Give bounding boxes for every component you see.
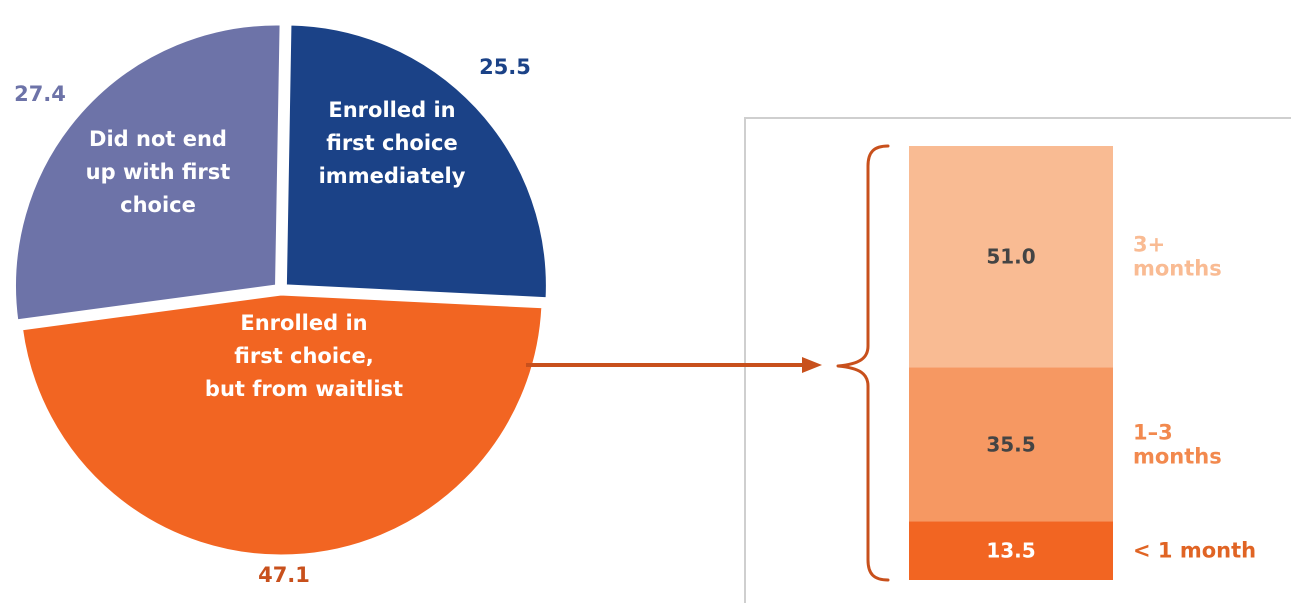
arrow-head	[802, 357, 822, 373]
pie-slice-label-line: Enrolled in	[328, 98, 455, 122]
pie-slice-label-line: choice	[120, 193, 196, 217]
bar-category-label: < 1 month	[1133, 539, 1256, 563]
curly-bracket	[836, 144, 890, 582]
pie-slice-label: Did not end up with first choice	[86, 127, 231, 217]
bar-category-label-line: months	[1133, 257, 1222, 281]
bar-category-label-line: 1–3	[1133, 420, 1173, 444]
pie-slice-label-line: immediately	[319, 164, 466, 188]
pie-slice-label-line: but from waitlist	[205, 377, 403, 401]
bar-value-label: 35.5	[986, 432, 1035, 456]
pie-slice-label-line: first choice	[326, 131, 458, 155]
pie-value-label: 47.1	[258, 563, 310, 587]
bar-category-label: 3+ months	[1133, 233, 1222, 281]
pie-value-labels: 25.5 47.1 27.4	[14, 55, 531, 587]
pie-slice-label: Enrolled in first choice, but from waitlis…	[205, 311, 403, 401]
bar-category-label-line: months	[1133, 444, 1222, 468]
pie-slice-label-line: first choice,	[234, 344, 373, 368]
pie-slice-label-line: up with first	[86, 160, 231, 184]
bar-category-label: 1–3 months	[1133, 420, 1222, 468]
pie-value-label: 25.5	[479, 55, 531, 79]
pie-slice-did-not-end-up-with-first-choice	[13, 22, 283, 323]
pie-value-label: 27.4	[14, 82, 66, 106]
pie-slice-enrolled-in-first-choice-immediately	[283, 22, 549, 301]
pie-slice-labels: Enrolled in first choice immediatelyEnroll…	[86, 98, 466, 401]
panel-border	[744, 117, 1291, 603]
bar-segment-1-3-months	[909, 367, 1113, 522]
bar-value-label: 13.5	[986, 539, 1035, 563]
pie-chart	[13, 22, 549, 558]
pie-slice-label-line: Enrolled in	[240, 311, 367, 335]
bar-segment-3-months	[909, 146, 1113, 368]
connector-arrow	[526, 357, 822, 373]
bar-category-label-line: < 1 month	[1133, 539, 1256, 563]
pie-slice-label-line: Did not end	[89, 127, 227, 151]
bar-value-label: 51.0	[986, 245, 1035, 269]
bar-category-label-line: 3+	[1133, 233, 1165, 257]
stacked-bar	[909, 146, 1113, 580]
pie-slice-label: Enrolled in first choice immediately	[319, 98, 466, 188]
bar-segment-1-month	[909, 521, 1113, 580]
bar-value-labels: 51.0 35.5 13.5	[986, 245, 1035, 563]
pie-slice-enrolled-in-first-choice-but-from-waitlist	[19, 292, 545, 558]
